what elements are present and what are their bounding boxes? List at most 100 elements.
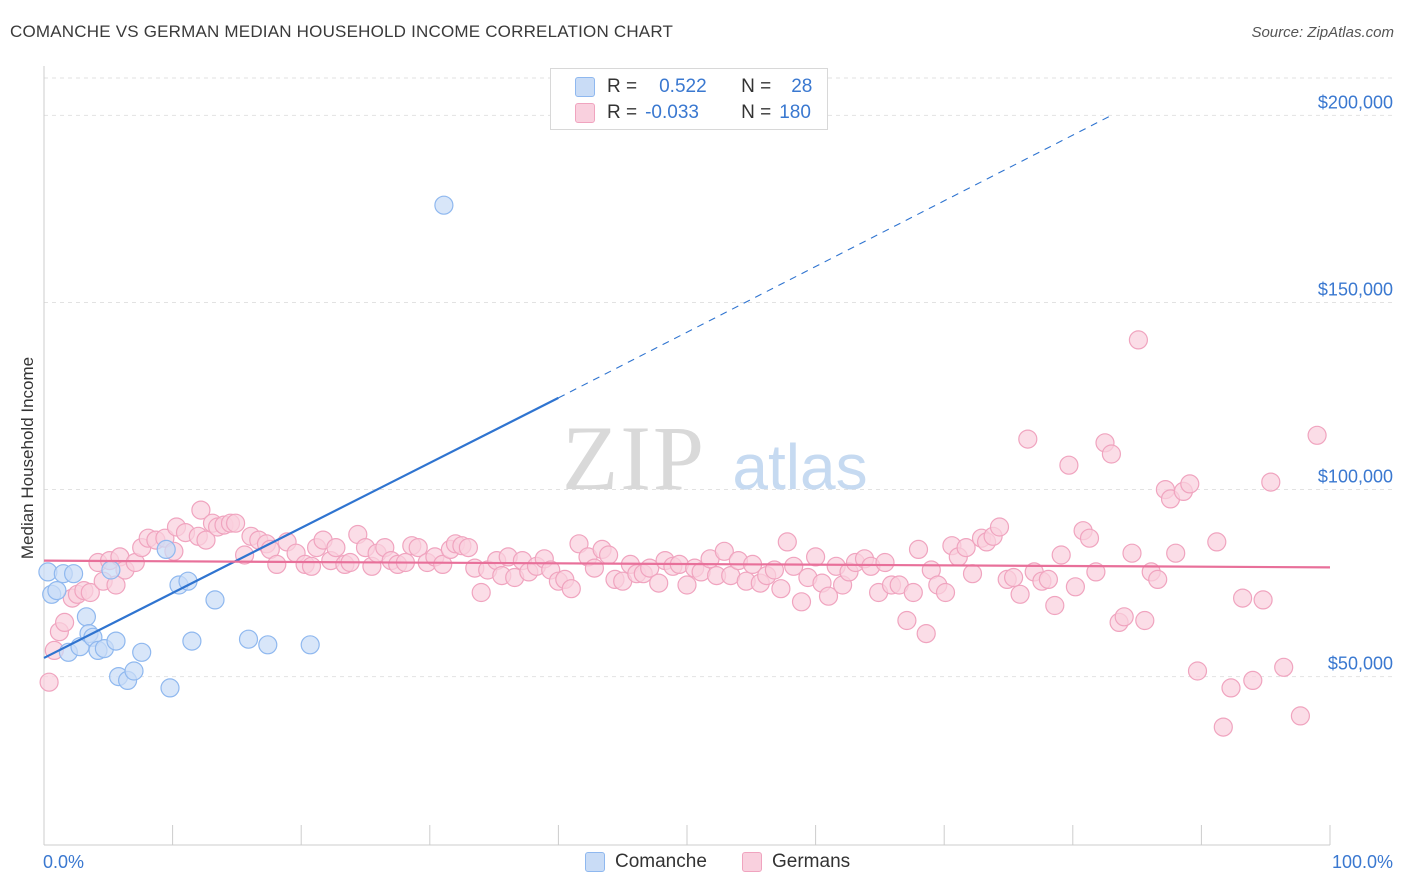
point-germans (1213, 717, 1233, 737)
point-germans (561, 579, 581, 599)
legend-row-comanche: R = 0.522 N = 28 (551, 74, 812, 100)
legend-n-label: N = (741, 76, 772, 97)
point-germans (771, 579, 791, 599)
point-germans (433, 554, 453, 575)
axes (43, 66, 1331, 846)
point-germans (598, 545, 619, 565)
legend-r-value: 0.522 (659, 76, 707, 97)
bottom-legend-comanche: Comanche (585, 851, 707, 873)
point-germans (196, 530, 216, 550)
point-comanche (106, 631, 126, 651)
point-germans (897, 610, 917, 631)
point-germans (1003, 567, 1024, 588)
legend-n-label: N = (741, 102, 772, 123)
x-tick-max: 100.0% (1331, 852, 1393, 872)
point-germans (1180, 474, 1200, 494)
point-germans (791, 592, 812, 612)
legend-n-value: 180 (779, 102, 811, 123)
data-points (38, 195, 1327, 737)
point-germans (326, 537, 346, 558)
point-germans (1148, 569, 1168, 590)
point-comanche (182, 631, 202, 651)
point-germans (916, 623, 936, 644)
point-germans (1307, 425, 1327, 445)
legend-r-value: -0.033 (645, 102, 699, 123)
point-germans (267, 554, 287, 575)
legend-n-value: 28 (791, 76, 813, 97)
point-germans (1045, 595, 1065, 616)
trend-line-comanche (43, 396, 559, 659)
point-germans (471, 582, 491, 603)
point-germans (1187, 661, 1208, 681)
y-tick-label: $100,000 (1318, 467, 1393, 487)
point-comanche (205, 590, 225, 610)
point-germans (908, 539, 929, 560)
point-germans (408, 537, 428, 558)
point-comanche (76, 607, 97, 627)
point-germans (1221, 678, 1241, 698)
point-germans (1114, 607, 1134, 627)
point-comanche (434, 195, 454, 215)
point-germans (777, 532, 797, 552)
point-comanche (132, 642, 152, 662)
point-germans (1122, 543, 1142, 563)
point-comanche (238, 629, 259, 649)
point-germans (677, 575, 697, 595)
point-germans (1038, 569, 1059, 590)
bottom-legend-label-germans: Germans (772, 851, 851, 872)
point-germans (784, 556, 804, 576)
point-germans (458, 537, 478, 558)
x-tick-min: 0.0% (43, 852, 85, 872)
point-germans (1059, 455, 1079, 475)
point-germans (956, 537, 976, 558)
chart-title: COMANCHE VS GERMAN MEDIAN HOUSEHOLD INCO… (10, 22, 674, 41)
point-germans (1051, 545, 1071, 565)
legend-r-label: R = (607, 102, 638, 123)
point-germans (1166, 543, 1186, 563)
point-germans (80, 582, 100, 603)
point-germans (818, 586, 839, 606)
bottom-legend-swatch-germans (742, 852, 762, 872)
point-germans (1128, 330, 1149, 350)
point-germans (1253, 590, 1273, 610)
point-comanche (156, 539, 176, 560)
trend-line-germans (43, 559, 1331, 569)
point-germans (301, 556, 322, 576)
y-tick-label: $50,000 (1328, 654, 1393, 674)
point-germans (935, 582, 956, 603)
point-comanche (63, 564, 84, 584)
point-germans (1101, 444, 1122, 464)
point-germans (805, 547, 826, 567)
legend-r-label: R = (607, 76, 638, 97)
gridlines (44, 77, 1395, 678)
point-germans (875, 552, 895, 573)
point-germans (191, 500, 211, 520)
point-germans (1207, 532, 1227, 552)
point-germans (1065, 577, 1086, 597)
point-germans (1243, 670, 1263, 691)
point-germans (569, 534, 589, 554)
point-comanche (160, 678, 180, 698)
point-germans (1079, 528, 1100, 548)
point-germans (1135, 610, 1155, 631)
point-comanche (124, 661, 144, 681)
legend-swatch-comanche (575, 77, 595, 97)
watermark-atlas: atlas (732, 431, 867, 503)
source-label: Source: ZipAtlas.com (1251, 24, 1394, 41)
bottom-legend-label-comanche: Comanche (615, 851, 707, 872)
point-comanche (300, 635, 320, 655)
point-germans (649, 573, 669, 593)
point-germans (1261, 472, 1281, 492)
point-comanche (47, 580, 67, 601)
trend-lines (43, 114, 1331, 659)
point-germans (1274, 657, 1294, 677)
point-germans (714, 541, 734, 561)
watermark-zip: ZIP (562, 407, 706, 509)
legend-row-germans: R = -0.033 N = 180 (551, 100, 811, 126)
point-germans (1290, 706, 1311, 726)
y-tick-label: $150,000 (1318, 279, 1393, 299)
legend-swatch-germans (575, 103, 595, 123)
point-germans (584, 558, 605, 578)
point-germans (1086, 562, 1106, 582)
